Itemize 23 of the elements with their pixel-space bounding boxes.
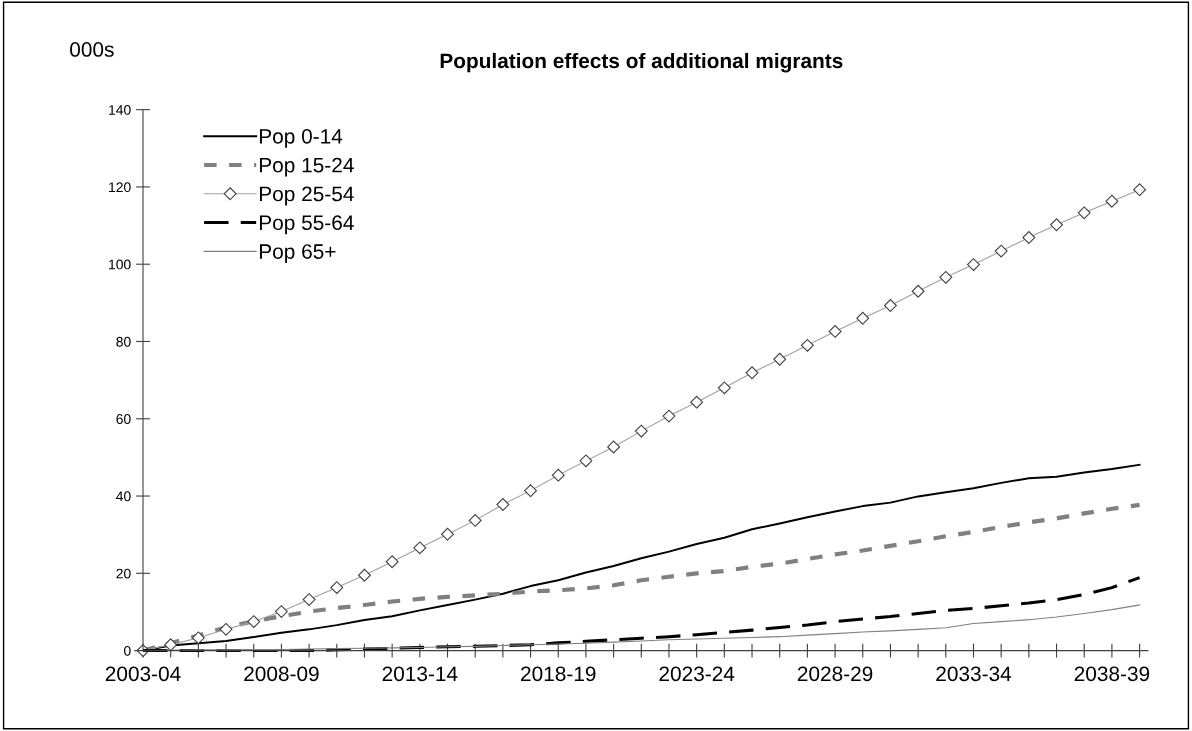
y-tick-label: 0	[124, 645, 131, 656]
x-tick-label: 2013-14	[382, 666, 458, 682]
x-tick-label: 2038-39	[1074, 666, 1150, 682]
y-tick-label: 60	[116, 414, 131, 424]
legend-label: Pop 15-24	[259, 157, 354, 177]
legend-label: Pop 65+	[259, 244, 336, 263]
y-tick-label: 80	[116, 336, 131, 347]
legend-label: Pop 25-54	[259, 186, 354, 206]
x-tick-label: 2008-09	[244, 666, 319, 682]
y-tick-label: 140	[109, 104, 131, 115]
y-tick-label: 120	[109, 182, 131, 193]
chart-title: Population effects of additional migrants	[440, 52, 843, 73]
y-tick-label: 20	[116, 568, 131, 579]
x-tick-label: 2018-19	[521, 666, 596, 682]
legend-label: Pop 55-64	[259, 215, 354, 235]
x-tick-label: 2003-04	[105, 666, 181, 682]
x-tick-label: 2028-29	[797, 666, 873, 682]
legend-label: Pop 0-14	[259, 128, 343, 148]
y-tick-label: 40	[116, 491, 131, 502]
x-tick-label: 2023-24	[659, 666, 735, 682]
x-tick-label: 2033-34	[936, 666, 1012, 682]
y-tick-label: 100	[109, 259, 131, 270]
y-axis-title: 000s	[70, 42, 114, 57]
